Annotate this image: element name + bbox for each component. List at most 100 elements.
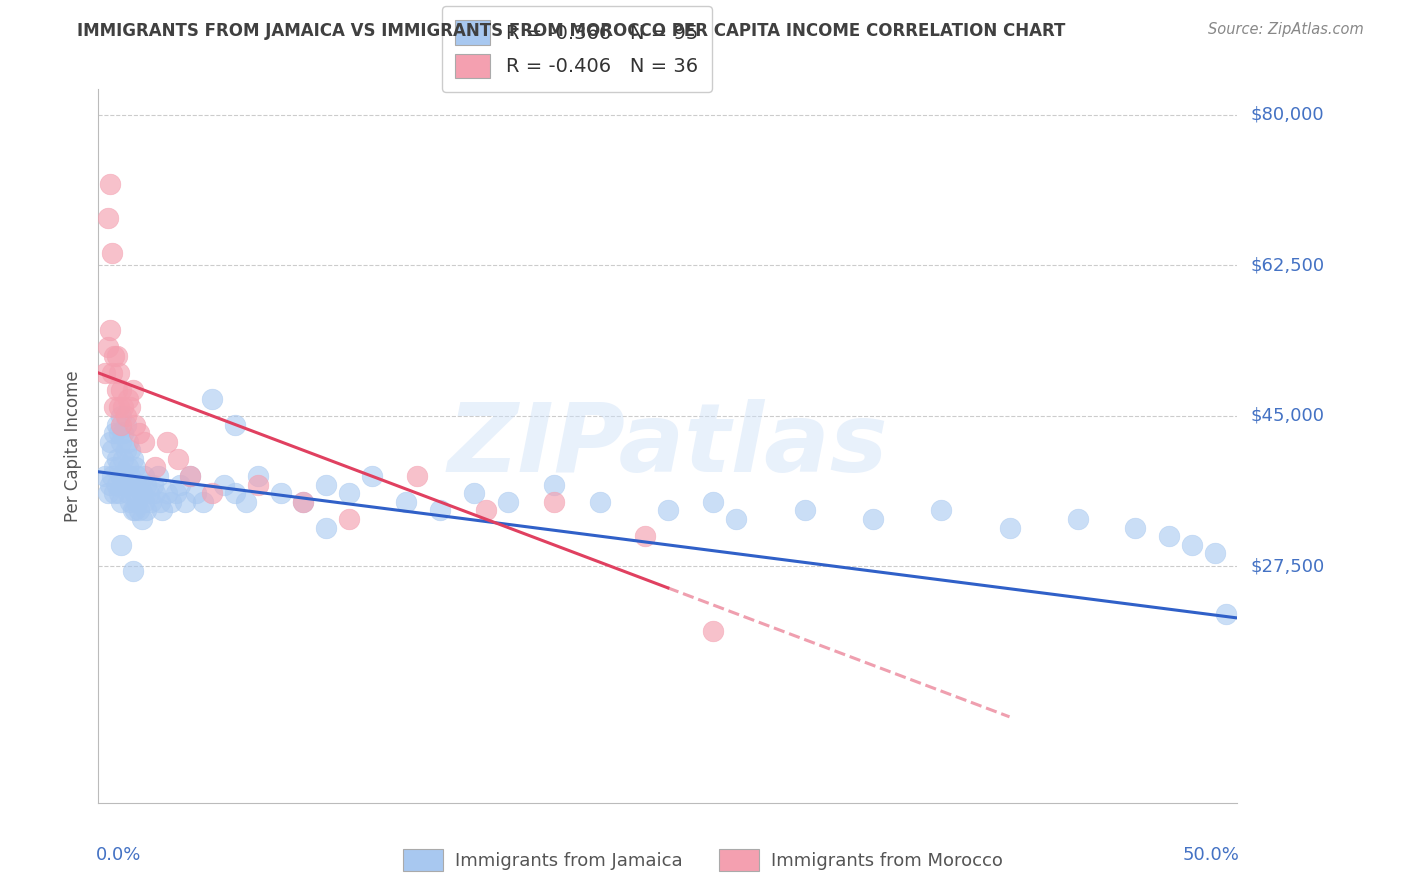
Text: $27,500: $27,500 [1251,558,1326,575]
Text: $80,000: $80,000 [1251,106,1324,124]
Point [146,469,169,483]
Text: $45,000: $45,000 [1251,407,1324,425]
Point [108,401,131,415]
Point [179,469,201,483]
Point [543,495,565,509]
Point [121,451,143,466]
Point [395,495,418,509]
Text: 0.0%: 0.0% [96,846,142,863]
Point [112,477,135,491]
Point [120,443,142,458]
Point [474,503,496,517]
Text: 50.0%: 50.0% [1182,846,1240,863]
Point [1067,512,1090,526]
Point [121,477,143,491]
Point [96,486,118,500]
Point [105,383,128,397]
Point [135,477,157,491]
Point [270,486,292,500]
Point [121,383,143,397]
Point [131,486,153,500]
Point [124,460,146,475]
Point [702,495,724,509]
Point [139,495,162,509]
Point [128,503,150,517]
Point [132,434,155,449]
Point [101,469,124,483]
Point [145,460,167,475]
Point [186,486,208,500]
Point [793,503,815,517]
Point [121,503,143,517]
Point [110,538,132,552]
Point [98,477,121,491]
Point [132,469,155,483]
Point [174,495,197,509]
Y-axis label: Per Capita Income: Per Capita Income [65,370,83,522]
Point [235,495,257,509]
Point [246,477,269,491]
Point [98,434,121,449]
Point [725,512,748,526]
Point [120,469,142,483]
Point [120,401,142,415]
Point [657,503,679,517]
Point [156,486,179,500]
Point [124,503,146,517]
Point [94,469,117,483]
Point [212,477,235,491]
Point [112,451,135,466]
Point [315,521,337,535]
Point [337,486,360,500]
Point [110,469,132,483]
Point [121,564,143,578]
Point [110,417,132,432]
Point [117,434,139,449]
Point [108,460,131,475]
Legend: Immigrants from Jamaica, Immigrants from Morocco: Immigrants from Jamaica, Immigrants from… [395,842,1011,879]
Point [117,460,139,475]
Point [145,486,167,500]
Point [862,512,884,526]
Point [315,477,337,491]
Point [193,495,215,509]
Point [167,451,190,466]
Point [103,426,125,441]
Point [110,383,132,397]
Point [246,469,269,483]
Point [292,495,315,509]
Point [929,503,952,517]
Point [101,245,124,260]
Point [105,451,128,466]
Point [110,409,132,423]
Point [132,495,155,509]
Point [224,486,246,500]
Point [117,392,139,406]
Point [160,495,183,509]
Point [114,469,136,483]
Text: IMMIGRANTS FROM JAMAICA VS IMMIGRANTS FROM MOROCCO PER CAPITA INCOME CORRELATION: IMMIGRANTS FROM JAMAICA VS IMMIGRANTS FR… [77,22,1066,40]
Point [127,469,149,483]
Point [98,323,121,337]
Text: $62,500: $62,500 [1251,257,1324,275]
Point [117,486,139,500]
Point [406,469,429,483]
Point [120,495,142,509]
Point [94,366,117,380]
Point [1215,607,1237,621]
Point [114,417,136,432]
Point [127,495,149,509]
Point [131,512,153,526]
Text: ZIPatlas: ZIPatlas [447,400,889,492]
Point [103,460,125,475]
Point [165,486,187,500]
Point [128,477,150,491]
Point [156,434,179,449]
Point [169,477,191,491]
Point [588,495,610,509]
Point [702,624,724,638]
Point [103,401,125,415]
Point [105,477,128,491]
Legend: R = -0.366   N = 95, R = -0.406   N = 36: R = -0.366 N = 95, R = -0.406 N = 36 [441,6,711,92]
Point [179,469,201,483]
